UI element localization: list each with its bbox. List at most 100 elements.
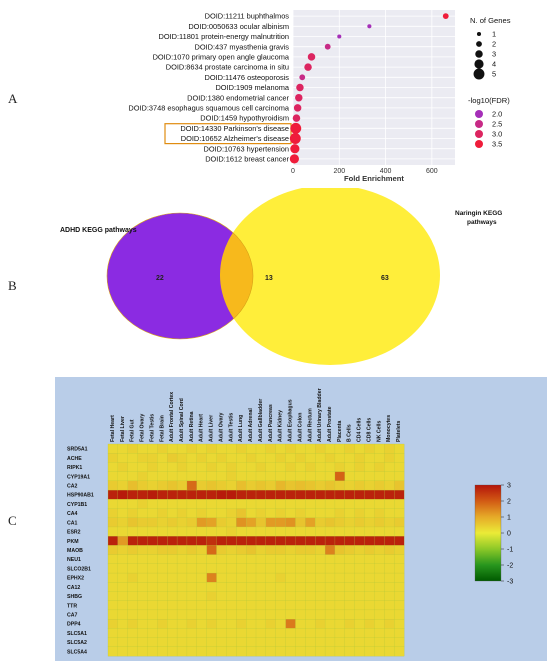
heatmap-cell (107, 600, 119, 611)
heatmap-cell (275, 554, 286, 565)
heatmap-cell (255, 628, 267, 638)
heatmap-row-label: CYP1B1 (67, 502, 87, 508)
heatmap-cell (384, 462, 395, 472)
heatmap-cell (176, 609, 188, 620)
heatmap-cell (315, 646, 326, 657)
heatmap-cell (324, 554, 336, 565)
heatmap-cell (186, 563, 198, 574)
heatmap-cell (127, 582, 138, 592)
heatmap-cell (147, 536, 158, 546)
heatmap-cell (176, 619, 188, 629)
heatmap-cell (246, 563, 257, 574)
heatmap-cell (334, 619, 346, 629)
size-legend-label: 5 (492, 70, 496, 79)
heatmap-cell (374, 582, 385, 592)
heatmap-cell (226, 637, 237, 648)
heatmap-cell (255, 499, 267, 509)
heatmap-cell (275, 526, 286, 537)
heatmap-cell (295, 508, 306, 519)
heatmap-cell (186, 628, 198, 638)
heatmap-cell (334, 582, 346, 592)
heatmap-cell (107, 499, 119, 509)
heatmap-cell (107, 508, 119, 519)
heatmap-cell (265, 453, 277, 463)
heatmap-cell (344, 526, 355, 537)
data-point (290, 122, 302, 134)
heatmap-cell (196, 600, 207, 611)
heatmap-cell (167, 591, 178, 602)
heatmap-cell (374, 517, 385, 528)
heatmap-cell (285, 499, 296, 509)
heatmap-cell (107, 591, 119, 602)
heatmap-cell (186, 545, 198, 555)
heatmap-cell (176, 489, 188, 500)
heatmap-cell (137, 517, 148, 528)
heatmap-cell (275, 563, 286, 574)
heatmap-cell (305, 471, 316, 482)
heatmap-cell (147, 489, 158, 500)
heatmap-cell (275, 462, 286, 472)
heatmap-cell (107, 554, 119, 565)
heatmap-cell (384, 453, 395, 463)
heatmap-cell (275, 517, 286, 528)
heatmap-cell (275, 582, 286, 592)
heatmap-cell (216, 646, 227, 657)
heatmap-cell (374, 646, 385, 657)
heatmap-cell (265, 517, 277, 528)
heatmap-cell (285, 637, 296, 648)
heatmap-cell (324, 453, 336, 463)
color-legend-dot (475, 120, 483, 128)
heatmap-cell (117, 619, 129, 629)
heatmap-cell (157, 646, 168, 657)
size-legend-label: 2 (492, 40, 496, 49)
heatmap-cell (324, 499, 336, 509)
heatmap-cell (394, 582, 405, 592)
heatmap-cell (324, 609, 336, 620)
heatmap-cell (186, 462, 198, 472)
heatmap-cell (354, 609, 365, 620)
heatmap-cell (236, 600, 247, 611)
heatmap-cell (344, 517, 355, 528)
heatmap-cell (305, 489, 316, 500)
enrichment-bubble-chart: 0 200 400 600 DOID:11211 buphthalmosDOID:005… (128, 10, 511, 183)
heatmap-cell (127, 471, 138, 482)
heatmap-cell (354, 526, 365, 537)
heatmap-cell (186, 443, 198, 454)
heatmap-cell (384, 600, 395, 611)
color-legend-label: 2.0 (492, 110, 502, 119)
heatmap-cell (117, 499, 129, 509)
heatmap-cell (196, 499, 207, 509)
heatmap-cell (354, 443, 365, 454)
heatmap-cell (265, 591, 277, 602)
heatmap-column-label: Adult Urinary Bladder (317, 388, 323, 442)
heatmap-cell (206, 572, 217, 583)
venn-left-outline (106, 212, 254, 340)
heatmap-cell (196, 646, 207, 657)
heatmap-cell (137, 563, 148, 574)
size-legend-dot (475, 50, 483, 58)
x-axis-label: Fold Enrichment (344, 174, 404, 183)
heatmap-cell (275, 619, 286, 629)
heatmap-cell (246, 646, 257, 657)
heatmap-cell (226, 453, 237, 463)
heatmap-cell (216, 619, 227, 629)
heatmap-cell (295, 563, 306, 574)
heatmap-cell (285, 554, 296, 565)
heatmap-cell (246, 499, 257, 509)
heatmap-cell (315, 628, 326, 638)
heatmap-cell (127, 628, 138, 638)
heatmap-cell (255, 600, 267, 611)
heatmap-cell (206, 600, 217, 611)
heatmap-cell (236, 453, 247, 463)
heatmap-cell (374, 499, 385, 509)
heatmap-cell (127, 536, 138, 546)
colorbar-tick-label: 1 (507, 515, 511, 522)
heatmap-cell (246, 637, 257, 648)
heatmap-cell (324, 572, 336, 583)
heatmap-row-label: PKM (67, 539, 79, 545)
heatmap-cell (127, 499, 138, 509)
heatmap-cell (216, 508, 227, 519)
heatmap-cell (236, 517, 247, 528)
heatmap-cell (167, 582, 178, 592)
colorbar-tick-label: -1 (507, 547, 513, 554)
